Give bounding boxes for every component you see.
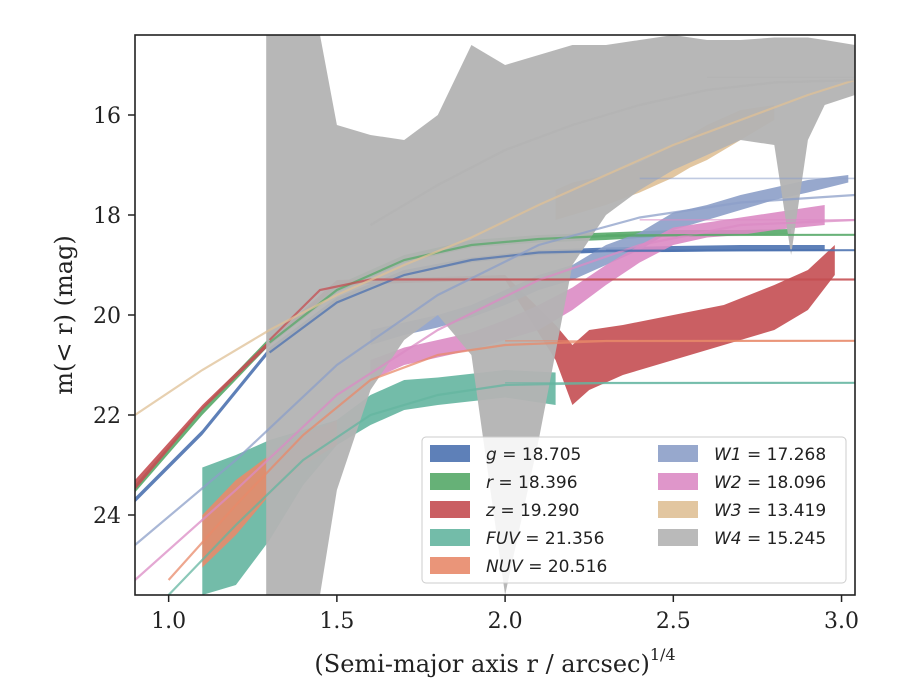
legend-label-w3: W3 = 13.419 bbox=[714, 501, 826, 521]
x-tick-label: 1.5 bbox=[319, 609, 354, 634]
legend-label-w2: W2 = 18.096 bbox=[714, 473, 826, 493]
legend-label-nuv: NUV = 20.516 bbox=[486, 557, 607, 577]
y-tick-label: 16 bbox=[93, 104, 121, 129]
y-axis-ticks: 16 18 20 22 24 bbox=[93, 104, 135, 529]
asymptote-lines bbox=[471, 76, 855, 384]
y-tick-label: 24 bbox=[93, 504, 121, 529]
y-tick-label: 22 bbox=[93, 404, 121, 429]
x-tick-label: 2.0 bbox=[488, 609, 523, 634]
legend-swatch-w4 bbox=[658, 529, 698, 546]
legend: g = 18.705 r = 18.396 z = 19.290 FUV = 21.3… bbox=[421, 436, 847, 584]
x-axis-label-text: (Semi-major axis r / arcsec) bbox=[314, 650, 649, 678]
model-w3 bbox=[135, 78, 855, 416]
legend-swatch-g bbox=[430, 445, 470, 462]
model-w2 bbox=[135, 218, 855, 581]
model-w4 bbox=[369, 78, 855, 226]
x-axis-label-exponent: 1/4 bbox=[650, 645, 676, 664]
legend-label-w1: W1 = 17.268 bbox=[714, 445, 826, 465]
model-curves bbox=[135, 78, 855, 595]
legend-swatch-w3 bbox=[658, 501, 698, 518]
model-nuv bbox=[167, 339, 855, 581]
model-w1 bbox=[135, 193, 855, 546]
legend-label-g: g = 18.705 bbox=[486, 445, 581, 465]
x-axis-ticks: 1.0 1.5 2.0 2.5 3.0 bbox=[151, 595, 859, 634]
legend-swatch-z bbox=[430, 501, 470, 518]
legend-swatch-r bbox=[430, 473, 470, 490]
legend-label-w4: W4 = 15.245 bbox=[714, 529, 826, 549]
x-axis-label: (Semi-major axis r / arcsec)1/4 bbox=[314, 645, 675, 678]
legend-swatch-fuv bbox=[430, 529, 470, 546]
x-tick-label: 1.0 bbox=[151, 609, 186, 634]
x-tick-label: 3.0 bbox=[824, 609, 859, 634]
series-bands bbox=[135, 35, 855, 595]
legend-swatch-w2 bbox=[658, 473, 698, 490]
y-tick-label: 18 bbox=[93, 204, 121, 229]
legend-swatch-nuv bbox=[430, 557, 470, 574]
legend-box bbox=[421, 436, 847, 584]
x-tick-label: 2.5 bbox=[656, 609, 691, 634]
legend-label-z: z = 19.290 bbox=[485, 501, 579, 521]
y-axis-label: m(< r) (mag) bbox=[50, 235, 78, 394]
legend-label-r: r = 18.396 bbox=[486, 473, 578, 493]
y-tick-label: 20 bbox=[93, 304, 121, 329]
legend-swatch-w1 bbox=[658, 445, 698, 462]
legend-label-fuv: FUV = 21.356 bbox=[486, 529, 604, 549]
band-w4 bbox=[266, 35, 855, 595]
